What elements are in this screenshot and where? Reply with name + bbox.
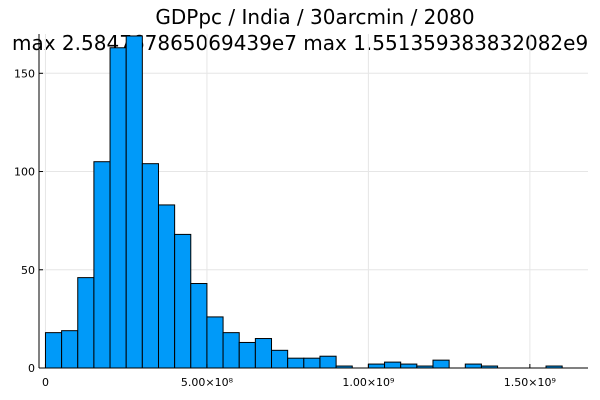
histogram-bar xyxy=(157,204,176,369)
histogram-bar xyxy=(174,233,192,369)
y-tick-label: 50 xyxy=(21,264,35,277)
x-tick-label: 5.00×10⁸ xyxy=(181,376,234,389)
axes xyxy=(38,34,588,369)
histogram-bar xyxy=(432,359,450,369)
histogram-bar xyxy=(109,47,127,369)
chart-title: GDPpc / India / 30arcmin / 2080 xyxy=(155,5,474,29)
histogram-bar xyxy=(271,349,289,369)
y-tick-label: 0 xyxy=(28,362,35,375)
x-tick-label: 1.00×10⁹ xyxy=(342,376,394,389)
histogram-bar xyxy=(61,330,79,369)
chart-subtitle: max 2.584767865069439e7 max 1.5513593838… xyxy=(12,31,588,55)
histogram-bar xyxy=(367,363,386,369)
histogram-bar xyxy=(384,361,402,369)
x-tick-label: 1.50×10⁹ xyxy=(504,376,556,389)
histogram-bar xyxy=(254,338,273,369)
histogram-bar xyxy=(190,283,208,369)
histogram-bar xyxy=(125,35,143,369)
histogram-bar xyxy=(319,355,337,369)
histogram-bar xyxy=(303,357,321,369)
histogram-bar xyxy=(93,161,111,369)
histogram-bar xyxy=(141,163,159,369)
histogram-bar xyxy=(77,277,95,369)
y-tick-label: 150 xyxy=(14,67,35,80)
histogram-bar xyxy=(464,363,482,369)
histogram-bar xyxy=(400,363,418,369)
histogram-bar xyxy=(206,316,224,369)
bars xyxy=(44,35,563,369)
tick-labels: 0 50 100 150 0 5.00×10⁸ 1.00×10⁹ 1.50×10⁹ xyxy=(14,67,556,389)
y-tick-label: 100 xyxy=(14,166,35,179)
x-tick-label: 0 xyxy=(42,376,49,389)
histogram-bar xyxy=(222,332,240,369)
histogram-bar xyxy=(238,341,256,369)
histogram-bar xyxy=(44,332,63,369)
histogram-bar xyxy=(287,357,305,369)
